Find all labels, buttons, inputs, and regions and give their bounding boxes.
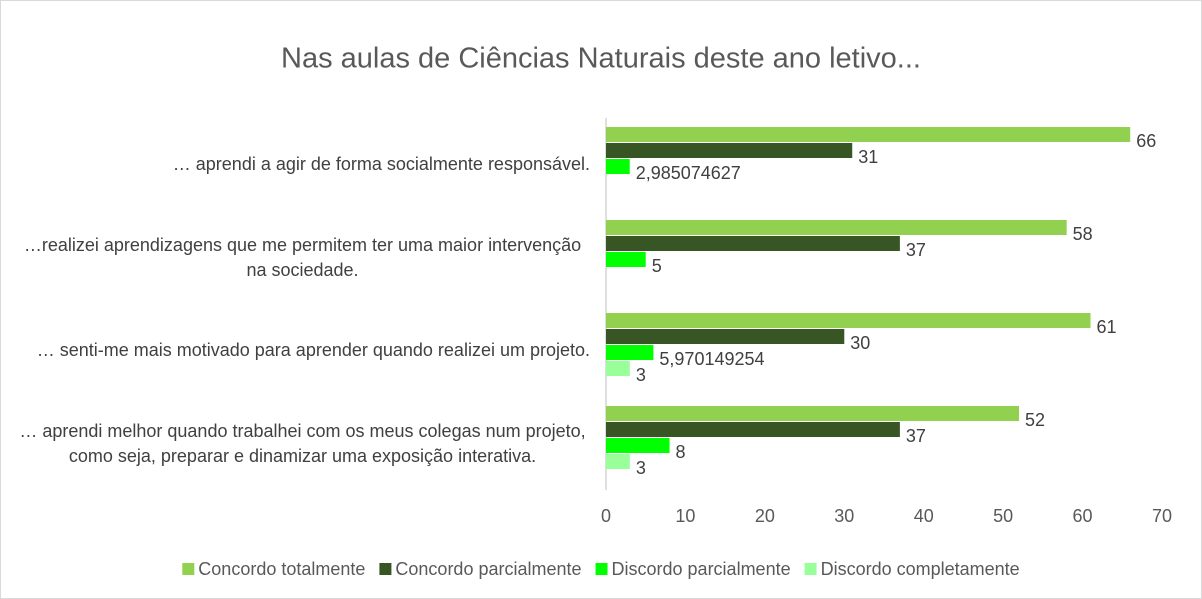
category-label-text: …realizei aprendizagens que me permitem … bbox=[23, 234, 582, 280]
data-label: 30 bbox=[850, 333, 870, 353]
bar bbox=[606, 143, 853, 158]
bar bbox=[606, 438, 670, 453]
x-tick-label: 20 bbox=[755, 506, 775, 526]
legend-swatch bbox=[804, 563, 817, 575]
x-tick-label: 50 bbox=[993, 506, 1013, 526]
data-label: 2,985074627 bbox=[636, 163, 741, 183]
x-tick-label: 30 bbox=[834, 506, 854, 526]
data-label: 5,970149254 bbox=[659, 349, 764, 369]
category-label-text: … aprendi melhor quando trabalhei com os… bbox=[19, 420, 586, 466]
data-label: 37 bbox=[906, 426, 926, 446]
x-tick-label: 0 bbox=[601, 506, 611, 526]
legend-label: Discordo parcialmente bbox=[612, 559, 791, 579]
data-label: 52 bbox=[1025, 410, 1045, 430]
data-label: 37 bbox=[906, 240, 926, 260]
category-label-text: … aprendi a agir de forma socialmente re… bbox=[172, 154, 590, 174]
legend-label: Concordo parcialmente bbox=[395, 559, 581, 579]
category-label: … senti-me mais motivado para aprender q… bbox=[10, 304, 590, 397]
category-label: … aprendi a agir de forma socialmente re… bbox=[10, 118, 590, 211]
category-label: … aprendi melhor quando trabalhei com os… bbox=[10, 397, 590, 490]
category-label: …realizei aprendizagens que me permitem … bbox=[10, 211, 590, 304]
data-label: 3 bbox=[636, 365, 646, 385]
legend-label: Concordo totalmente bbox=[198, 559, 365, 579]
data-label: 61 bbox=[1097, 317, 1117, 337]
data-label: 5 bbox=[652, 256, 662, 276]
data-label: 31 bbox=[858, 147, 878, 167]
bar bbox=[606, 345, 654, 360]
bar bbox=[606, 422, 900, 437]
legend-swatch bbox=[182, 563, 195, 575]
bar bbox=[606, 454, 630, 469]
x-tick-label: 10 bbox=[675, 506, 695, 526]
category-label-text: … senti-me mais motivado para aprender q… bbox=[36, 340, 590, 360]
bar bbox=[606, 236, 900, 251]
bar bbox=[606, 159, 630, 174]
bar bbox=[606, 329, 845, 344]
legend-swatch bbox=[379, 563, 392, 575]
data-label: 8 bbox=[676, 442, 686, 462]
bar bbox=[606, 220, 1067, 235]
x-tick-label: 40 bbox=[914, 506, 934, 526]
chart-title: Nas aulas de Ciências Naturais deste ano… bbox=[281, 43, 921, 75]
x-tick-label: 70 bbox=[1152, 506, 1172, 526]
legend-swatch bbox=[595, 563, 608, 575]
x-tick-label: 60 bbox=[1073, 506, 1093, 526]
bar bbox=[606, 127, 1131, 142]
bar bbox=[606, 361, 630, 376]
bar bbox=[606, 252, 646, 267]
data-label: 66 bbox=[1136, 131, 1156, 151]
bar bbox=[606, 313, 1091, 328]
data-label: 3 bbox=[636, 458, 646, 478]
bar bbox=[606, 406, 1020, 421]
legend-label: Discordo completamente bbox=[821, 559, 1020, 579]
data-label: 58 bbox=[1073, 224, 1093, 244]
